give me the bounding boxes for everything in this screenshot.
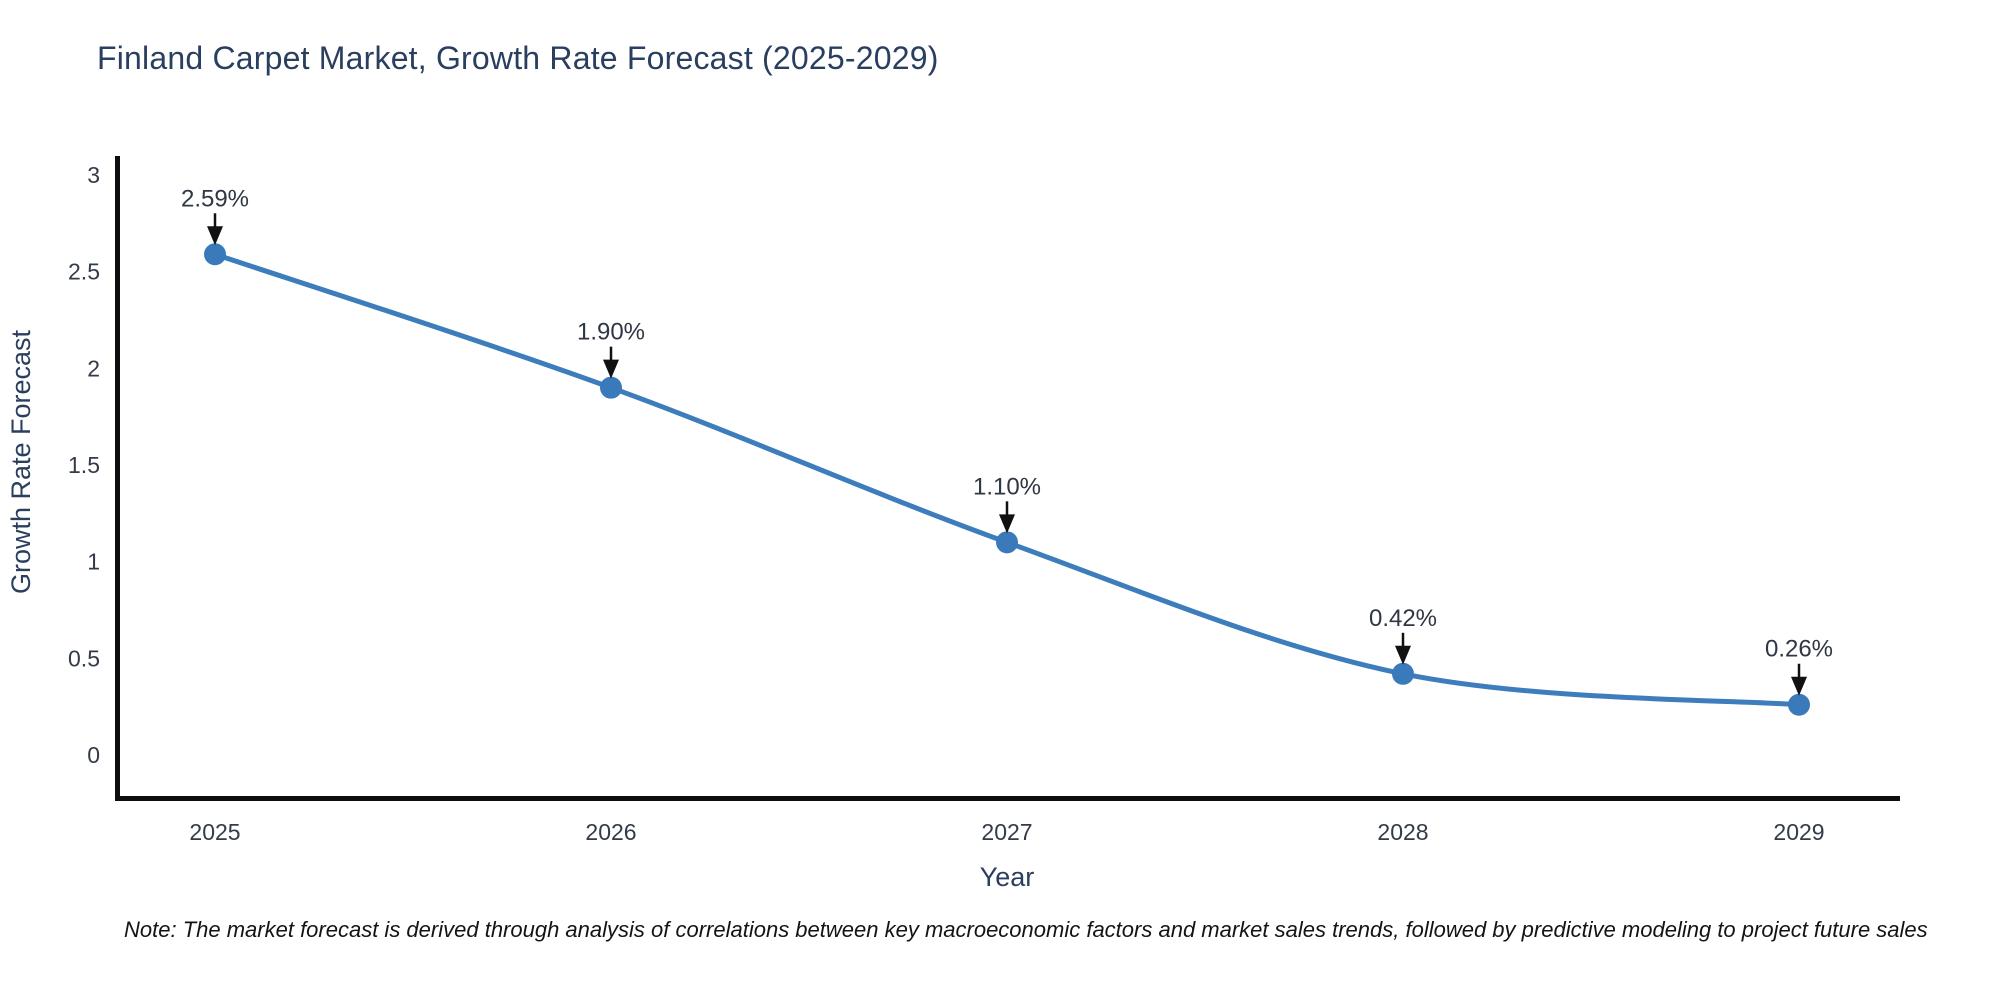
y-tick-label: 2 [87, 355, 100, 381]
x-tick-label: 2026 [585, 819, 636, 845]
annotation-label: 0.42% [1369, 605, 1437, 632]
annotation-arrowhead [1791, 676, 1807, 696]
x-tick-label: 2028 [1377, 819, 1428, 845]
annotation-label: 1.10% [973, 473, 1041, 500]
data-point-marker [1392, 662, 1414, 685]
annotation-arrowhead [1395, 645, 1411, 665]
y-tick-label: 3 [87, 162, 100, 188]
annotation-arrowhead [207, 226, 223, 246]
chart-title: Finland Carpet Market, Growth Rate Forec… [97, 40, 939, 76]
data-point-marker [1788, 693, 1810, 716]
y-tick-label: 2.5 [68, 259, 100, 285]
x-tick-label: 2027 [981, 819, 1032, 845]
y-tick-label: 1.5 [68, 452, 100, 478]
y-tick-label: 0.5 [68, 645, 100, 671]
x-axis-title: Year [980, 862, 1035, 892]
y-axis-title: Growth Rate Forecast [6, 329, 36, 594]
annotation-label: 0.26% [1765, 636, 1833, 663]
footnote: Note: The market forecast is derived thr… [124, 917, 1928, 942]
data-point-marker [996, 531, 1018, 554]
annotation-arrowhead [999, 514, 1015, 534]
annotation-arrowhead [603, 359, 619, 379]
y-tick-label: 0 [87, 742, 100, 768]
y-tick-label: 1 [87, 549, 100, 575]
x-tick-label: 2025 [189, 819, 240, 845]
x-tick-label: 2029 [1773, 819, 1824, 845]
annotation-label: 2.59% [181, 185, 249, 212]
annotation-label: 1.90% [577, 319, 645, 346]
data-point-marker [600, 376, 622, 399]
data-point-marker [204, 243, 226, 266]
